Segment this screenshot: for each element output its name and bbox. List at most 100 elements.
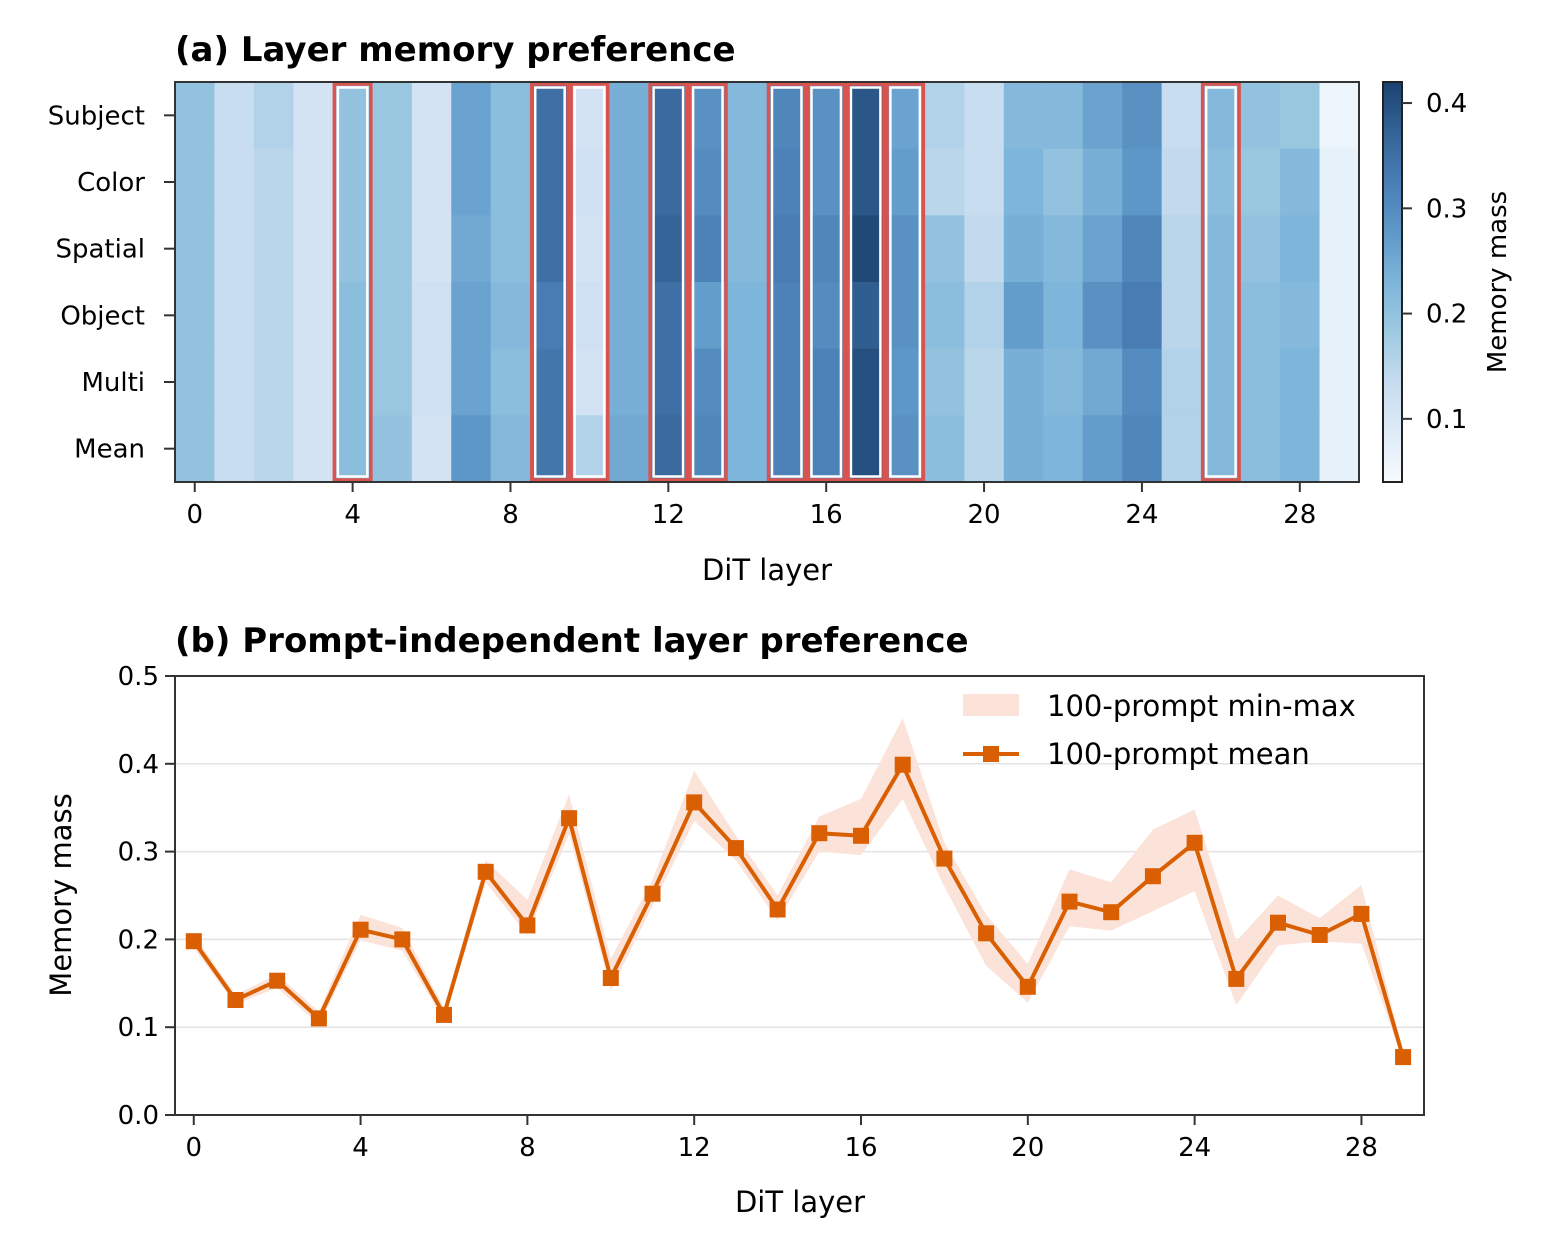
- mean-marker: [1144, 868, 1161, 885]
- mean-marker: [811, 825, 828, 842]
- heatmap-cell: [1280, 148, 1321, 216]
- heatmap-cell: [490, 82, 531, 150]
- heatmap-cell: [1319, 148, 1360, 216]
- heatmap-cell: [1319, 82, 1360, 150]
- heatmap-cell: [293, 415, 334, 483]
- legend: 100-prompt min-max 100-prompt mean: [963, 689, 1356, 771]
- heatmap-cell: [1319, 415, 1360, 483]
- x-tick-label: 28: [1345, 1133, 1378, 1163]
- mean-marker: [853, 827, 869, 844]
- heatmap-cell: [411, 415, 452, 483]
- heatmap-cell: [1122, 82, 1163, 150]
- heatmap-panel: (a) Layer memory preference Subject Color…: [48, 30, 1360, 587]
- mean-markers: [185, 756, 1412, 1066]
- heatmap-cell: [1280, 348, 1321, 416]
- heatmap-cell: [1043, 148, 1084, 216]
- highlight-box: [845, 82, 886, 482]
- heatmap-cell: [1003, 415, 1044, 483]
- heatmap-cell: [451, 215, 492, 283]
- heatmap-cell: [1280, 215, 1321, 283]
- heatmap-cell: [1240, 282, 1281, 350]
- heatmap-cell: [214, 82, 255, 150]
- heatmap-cell: [451, 82, 492, 150]
- heatmap-cell: [1043, 215, 1084, 283]
- highlight-box: [332, 82, 373, 482]
- heatmap-cell: [1082, 348, 1123, 416]
- heatmap-cell: [1161, 82, 1202, 150]
- mean-marker: [561, 810, 578, 827]
- row-label: Color: [77, 168, 145, 198]
- mean-marker: [1228, 970, 1245, 987]
- heatmap-cell: [490, 215, 531, 283]
- heatmap-cell: [1240, 348, 1281, 416]
- highlight-inner-outline: [691, 86, 724, 478]
- heatmap-cell: [1280, 82, 1321, 150]
- colorbar-tick-label: 0.3: [1426, 194, 1467, 224]
- line-y-axis-label: Memory mass: [44, 793, 78, 996]
- heatmap-cell: [1319, 215, 1360, 283]
- mean-marker: [602, 970, 619, 986]
- colorbar-ticks: 0.1 0.2 0.3 0.4: [1402, 89, 1467, 435]
- y-tick-label: 0.4: [118, 750, 159, 780]
- mean-marker: [477, 863, 494, 880]
- heatmap-cell: [175, 215, 216, 283]
- min-max-band: [193, 718, 1404, 1061]
- mean-marker: [727, 840, 744, 857]
- mean-marker: [769, 901, 786, 918]
- heatmap-cell: [253, 82, 294, 150]
- mean-marker: [686, 794, 703, 811]
- heatmap-cell: [293, 148, 334, 216]
- heatmap-cell: [451, 348, 492, 416]
- heatmap-cell: [372, 415, 413, 483]
- legend-band-label: 100-prompt min-max: [1047, 689, 1356, 723]
- heatmap-cell: [727, 148, 768, 216]
- heatmap-cell: [924, 282, 965, 350]
- heatmap-cell: [175, 282, 216, 350]
- heatmap-cell: [1122, 415, 1163, 483]
- mean-marker: [436, 1006, 452, 1023]
- heatmap-cell: [372, 82, 413, 150]
- heatmap-cell: [253, 148, 294, 216]
- heatmap-cell: [293, 348, 334, 416]
- heatmap-cell: [411, 82, 452, 150]
- heatmap-cell: [727, 348, 768, 416]
- mean-marker: [1311, 927, 1328, 943]
- heatmap-cell: [1240, 148, 1281, 216]
- heatmap-cell: [1161, 215, 1202, 283]
- heatmap-cell: [411, 148, 452, 216]
- heatmap-cell: [1082, 415, 1123, 483]
- mean-marker: [1395, 1049, 1412, 1066]
- highlight-inner-outline: [1204, 86, 1237, 478]
- heatmap-cell: [1161, 148, 1202, 216]
- y-tick-label: 0.5: [118, 662, 159, 692]
- x-tick-label: 20: [1011, 1133, 1044, 1163]
- heatmap-cell: [1280, 415, 1321, 483]
- highlight-box: [648, 82, 689, 482]
- y-tick-label: 0.0: [118, 1101, 159, 1131]
- heatmap-cell: [293, 215, 334, 283]
- x-tick-label: 8: [502, 500, 519, 530]
- heatmap-cell: [490, 415, 531, 483]
- mean-marker: [269, 972, 286, 989]
- mean-marker: [1186, 834, 1203, 851]
- heatmap-cell: [924, 148, 965, 216]
- colorbar-tick-label: 0.1: [1426, 405, 1467, 435]
- heatmap-cell: [609, 82, 650, 150]
- heatmap-cell: [924, 215, 965, 283]
- row-label: Subject: [48, 101, 145, 131]
- colorbar-gradient: [1382, 81, 1403, 483]
- row-label: Mean: [74, 435, 145, 465]
- heatmap-cell: [964, 82, 1005, 150]
- heatmap-frame: [174, 81, 1360, 483]
- heatmap-cell: [1122, 282, 1163, 350]
- legend-mean-marker: [983, 746, 999, 762]
- x-tick-label: 16: [844, 1133, 877, 1163]
- heatmap-cell: [1122, 348, 1163, 416]
- x-tick-label: 12: [652, 500, 685, 530]
- highlight-inner-outline: [849, 86, 882, 478]
- heatmap-cell: [964, 282, 1005, 350]
- line-x-axis-label: DiT layer: [735, 1185, 865, 1219]
- heatmap-cell: [372, 282, 413, 350]
- heatmap-cell: [1082, 148, 1123, 216]
